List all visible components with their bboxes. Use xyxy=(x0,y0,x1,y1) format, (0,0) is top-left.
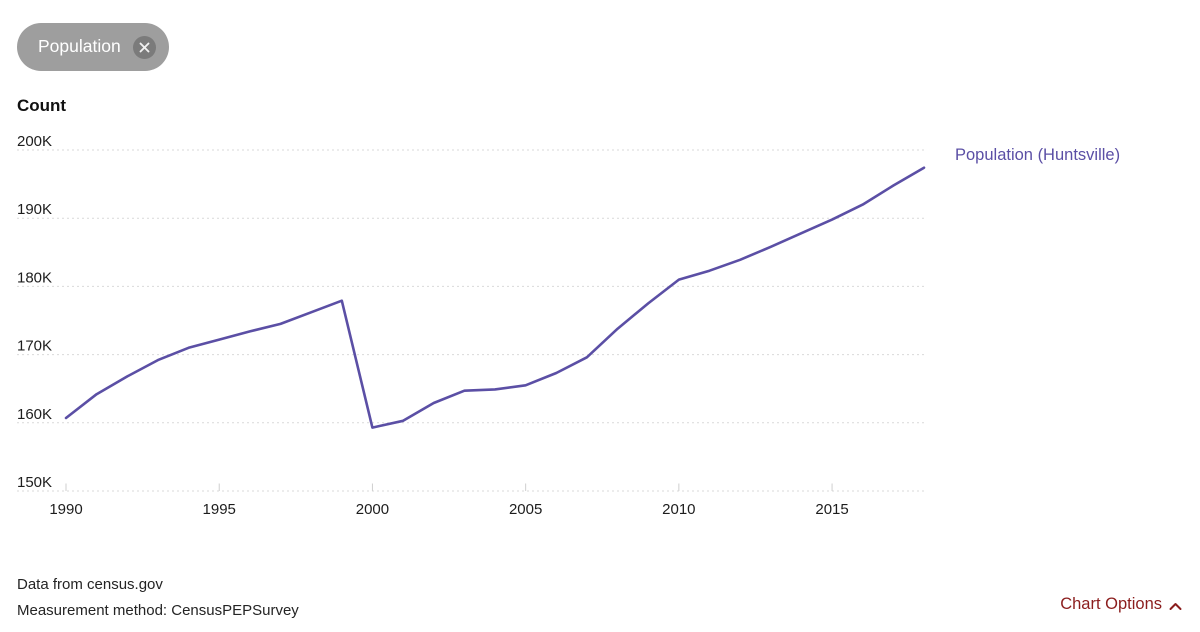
population-line-chart[interactable]: 150K 160K 170K 180K 190K 200K 1990 1995 2000 2005… xyxy=(0,130,940,525)
x-axis-tick-label: 2005 xyxy=(509,501,542,518)
x-axis-tick-label: 2000 xyxy=(356,501,389,518)
chart-options-label: Chart Options xyxy=(1060,595,1162,613)
chevron-up-icon xyxy=(1169,602,1182,610)
x-axis-tick-label: 1995 xyxy=(203,501,236,518)
y-axis-tick-label: 150K xyxy=(17,474,52,491)
y-axis-tick-label: 200K xyxy=(17,133,52,150)
chart-footer: Data from census.gov Measurement method:… xyxy=(17,572,299,623)
x-axis-tick-label: 1990 xyxy=(49,501,82,518)
data-series-line xyxy=(64,166,926,429)
y-axis-tick-label: 180K xyxy=(17,269,52,286)
x-axis-tick-label: 2015 xyxy=(815,501,848,518)
chart-options-button[interactable]: Chart Options xyxy=(1060,595,1182,614)
filter-pill-population[interactable]: Population xyxy=(17,23,169,71)
close-icon xyxy=(139,42,150,52)
legend-item: Population (Huntsville) xyxy=(955,146,1121,164)
x-circle-icon[interactable] xyxy=(132,35,156,59)
x-axis-tick-label: 2010 xyxy=(662,501,695,518)
y-axis-tick-label: 170K xyxy=(17,338,52,355)
y-axis-tick-label: 160K xyxy=(17,406,52,423)
data-source-text: Data from census.gov xyxy=(17,576,163,593)
measurement-method-text: Measurement method: CensusPEPSurvey xyxy=(17,601,299,619)
filter-pill-label: Population xyxy=(38,36,121,57)
y-axis-tick-label: 190K xyxy=(17,201,52,218)
chart-y-axis-title: Count xyxy=(17,96,67,115)
